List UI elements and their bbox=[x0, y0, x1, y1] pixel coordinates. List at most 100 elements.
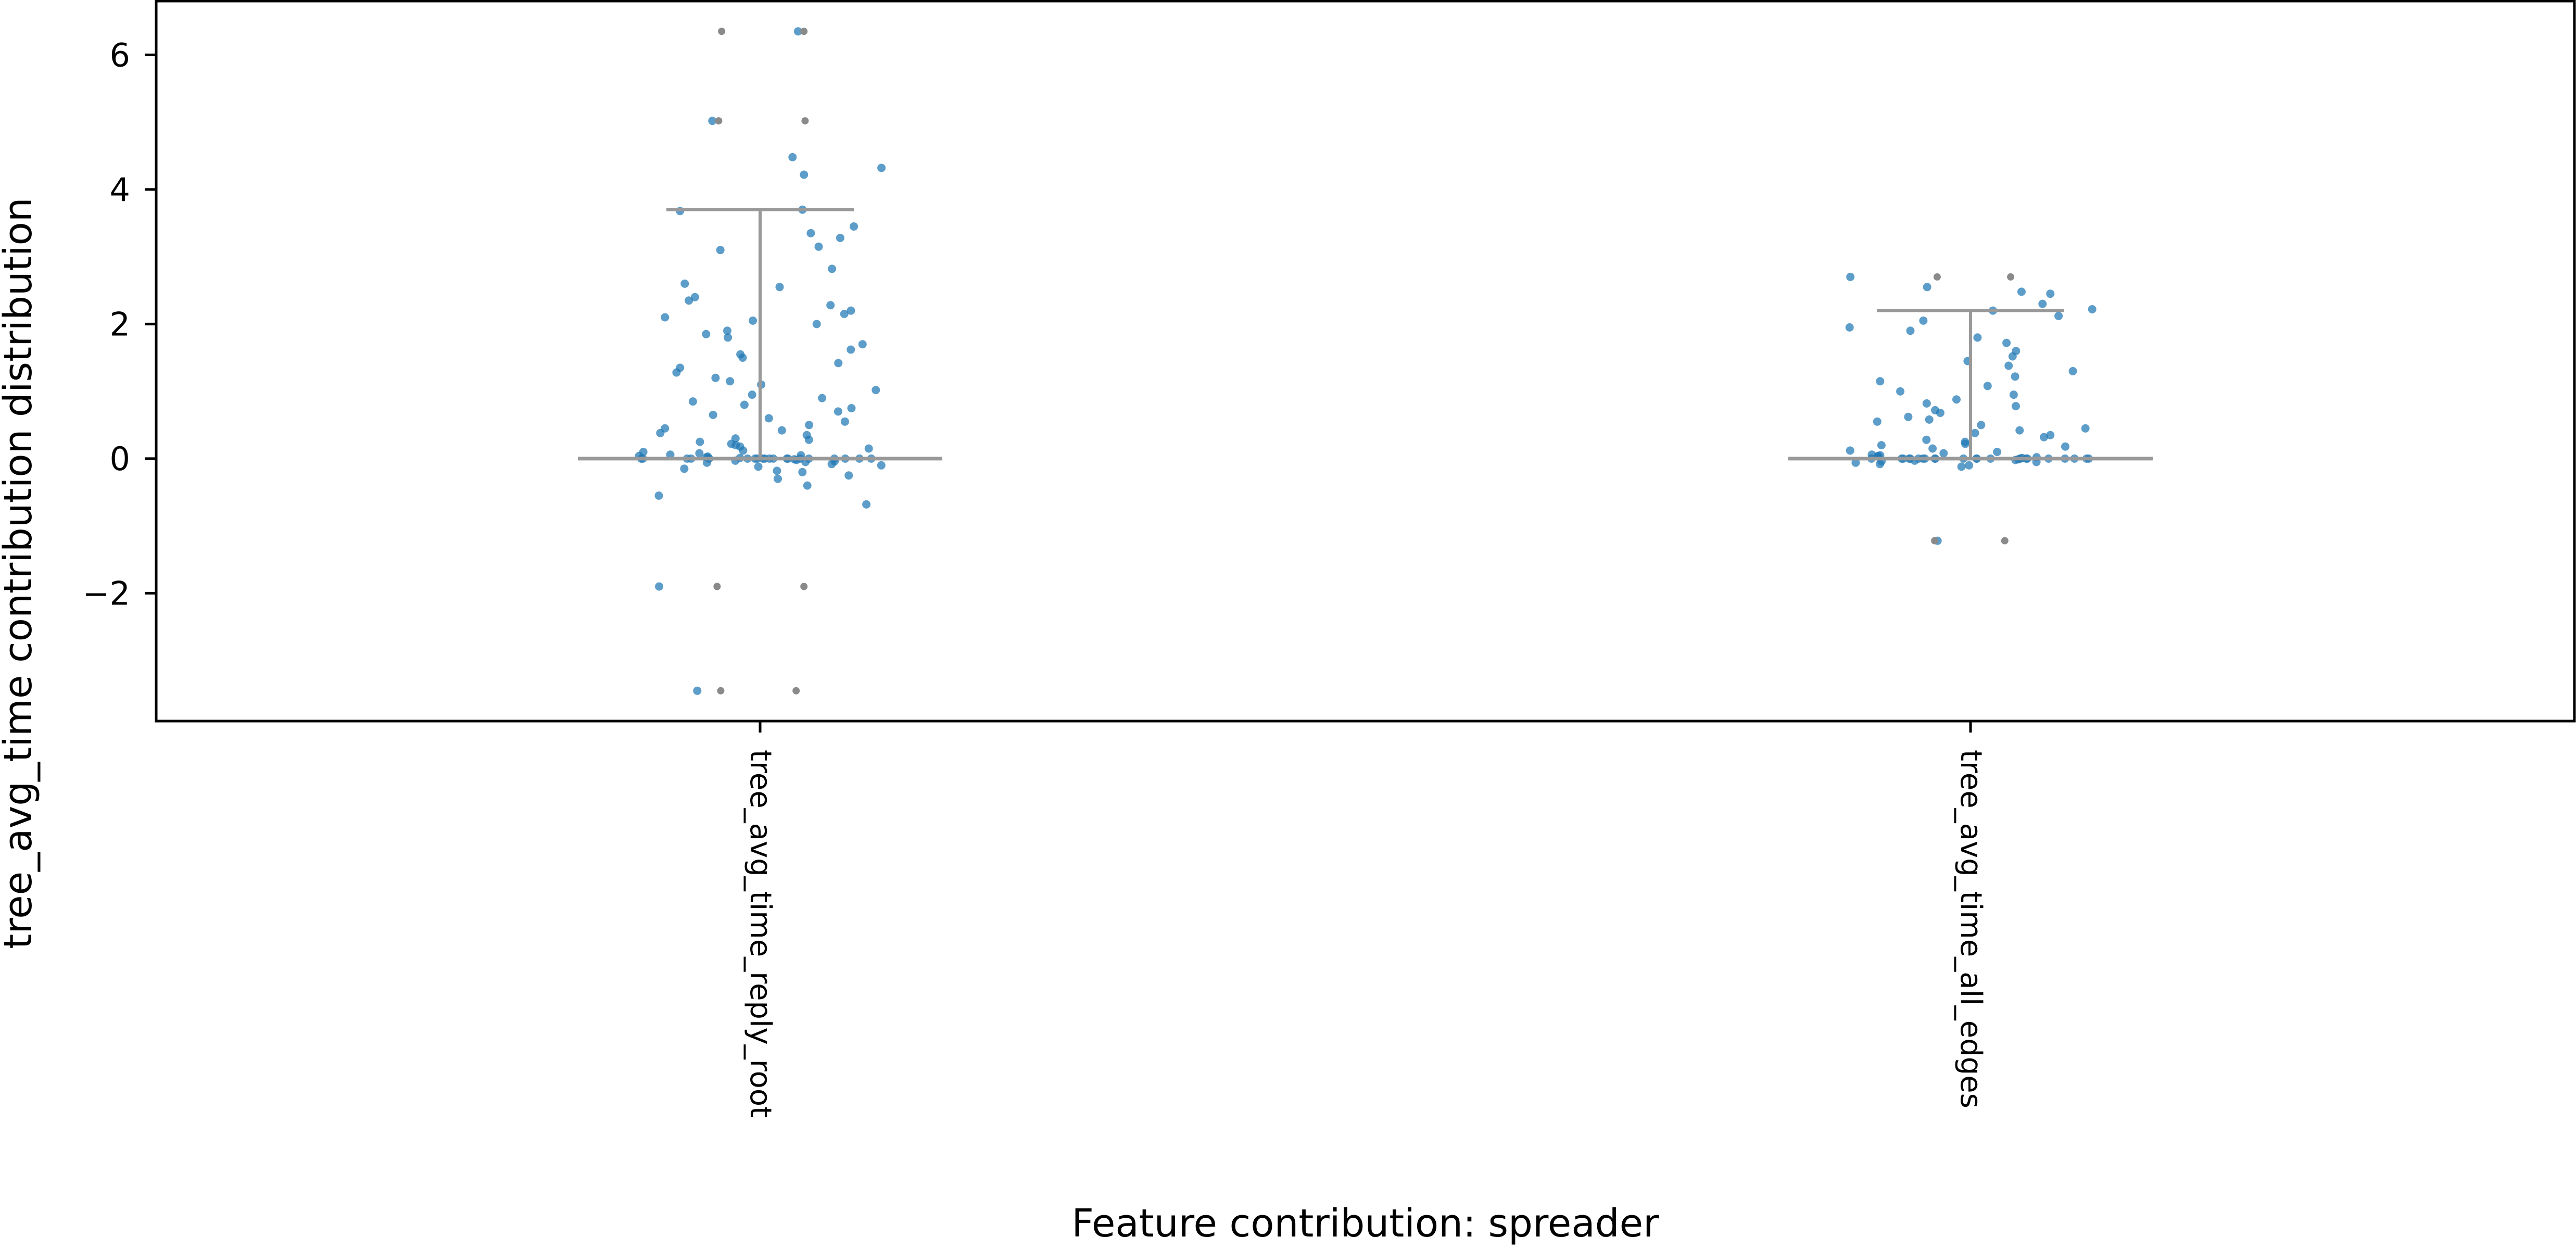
data-point bbox=[723, 326, 731, 335]
data-point bbox=[2017, 287, 2026, 296]
data-point bbox=[1957, 462, 1966, 471]
data-point bbox=[1876, 377, 1885, 386]
data-point bbox=[1973, 333, 1982, 342]
y-tick-label: 0 bbox=[110, 440, 130, 478]
data-point bbox=[803, 481, 812, 490]
data-point bbox=[840, 310, 849, 318]
y-tick-label: 2 bbox=[110, 305, 130, 343]
data-point bbox=[696, 437, 704, 446]
data-point bbox=[1845, 323, 1854, 332]
data-point bbox=[702, 458, 711, 467]
data-point bbox=[877, 461, 886, 470]
data-point bbox=[1965, 461, 1974, 470]
data-point bbox=[693, 686, 702, 695]
category-label: tree_avg_time_all_edges bbox=[1954, 750, 1988, 1108]
data-point bbox=[2088, 305, 2097, 313]
data-point bbox=[711, 373, 720, 382]
extreme-point bbox=[801, 117, 809, 125]
data-point bbox=[690, 293, 699, 301]
data-point bbox=[1939, 449, 1948, 458]
data-point bbox=[847, 404, 856, 412]
extreme-point bbox=[2001, 537, 2009, 545]
extreme-point bbox=[2007, 273, 2015, 281]
extreme-point bbox=[792, 687, 800, 695]
data-point bbox=[666, 450, 675, 459]
data-point bbox=[1925, 415, 1934, 424]
data-point bbox=[680, 279, 689, 288]
data-point bbox=[1923, 283, 1931, 292]
data-point bbox=[1904, 412, 1913, 421]
data-point bbox=[738, 354, 747, 362]
data-point bbox=[739, 446, 748, 455]
data-point bbox=[1877, 441, 1886, 450]
data-point bbox=[834, 407, 842, 416]
data-point bbox=[773, 466, 781, 475]
data-point bbox=[775, 283, 784, 292]
data-point bbox=[661, 313, 670, 322]
data-point bbox=[1906, 326, 1915, 335]
data-point bbox=[1983, 382, 1992, 390]
data-point bbox=[2015, 426, 2024, 435]
data-point bbox=[2012, 402, 2020, 411]
data-point bbox=[672, 368, 681, 377]
data-point bbox=[749, 316, 757, 325]
data-point bbox=[798, 468, 807, 476]
data-point bbox=[2081, 424, 2090, 433]
y-axis: −2 0 2 4 6 bbox=[83, 36, 156, 612]
data-point bbox=[777, 426, 786, 435]
data-point bbox=[826, 301, 835, 310]
data-point bbox=[844, 471, 853, 480]
extreme-point bbox=[800, 28, 808, 35]
data-point bbox=[1922, 435, 1931, 444]
data-point bbox=[872, 386, 880, 395]
data-point bbox=[2002, 338, 2011, 347]
data-point bbox=[2038, 299, 2047, 308]
data-point bbox=[654, 491, 663, 500]
data-point bbox=[709, 410, 717, 419]
data-point bbox=[877, 163, 886, 172]
data-point bbox=[1873, 417, 1882, 426]
data-point bbox=[1896, 387, 1905, 396]
data-point bbox=[1922, 399, 1931, 408]
data-point bbox=[748, 390, 756, 399]
data-point bbox=[847, 306, 855, 315]
extreme-point bbox=[1931, 537, 1939, 545]
data-point bbox=[1936, 409, 1944, 417]
extreme-point bbox=[717, 687, 725, 695]
data-point bbox=[2068, 367, 2077, 375]
data-point bbox=[804, 435, 813, 444]
data-point bbox=[1977, 421, 1986, 430]
data-point bbox=[864, 444, 873, 453]
data-point bbox=[726, 377, 735, 386]
x-axis-label: Feature contribution: spreader bbox=[1071, 1201, 1659, 1246]
data-point bbox=[2061, 442, 2069, 451]
y-tick-label: −2 bbox=[83, 574, 130, 612]
y-tick-label: 6 bbox=[110, 36, 130, 74]
category-label: tree_avg_time_reply_root bbox=[743, 750, 777, 1118]
data-points bbox=[635, 27, 2097, 695]
data-point bbox=[2009, 390, 2018, 399]
data-point bbox=[1919, 316, 1928, 325]
data-point bbox=[656, 428, 665, 437]
data-point bbox=[688, 397, 697, 406]
y-axis-label: tree_avg_time contribution distribution bbox=[0, 197, 41, 949]
data-point bbox=[818, 394, 827, 402]
plot-frame bbox=[155, 0, 2576, 723]
data-point bbox=[836, 234, 844, 242]
data-point bbox=[680, 464, 689, 473]
data-point bbox=[2040, 433, 2048, 441]
range-lines bbox=[578, 208, 2153, 461]
data-point bbox=[1993, 448, 2002, 456]
data-point bbox=[2004, 361, 2013, 370]
data-point bbox=[774, 474, 782, 483]
data-point bbox=[800, 170, 809, 179]
data-point bbox=[754, 462, 763, 471]
data-point bbox=[2008, 352, 2017, 361]
extreme-point bbox=[715, 117, 723, 125]
data-point bbox=[716, 246, 725, 255]
data-point bbox=[655, 582, 664, 591]
data-point bbox=[806, 229, 815, 237]
data-point bbox=[2011, 372, 2019, 381]
data-point bbox=[2046, 289, 2055, 298]
data-point bbox=[724, 333, 733, 342]
